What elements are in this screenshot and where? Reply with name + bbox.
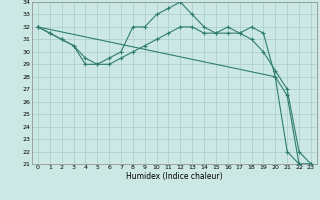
- X-axis label: Humidex (Indice chaleur): Humidex (Indice chaleur): [126, 172, 223, 181]
